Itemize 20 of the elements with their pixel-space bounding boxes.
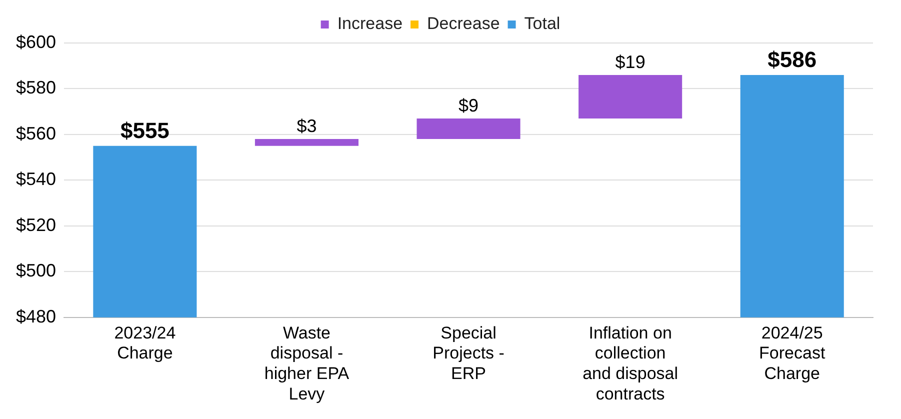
data-label: $9: [458, 95, 479, 116]
y-tick-label: $520: [16, 214, 56, 235]
x-tick-label: 2023/24 Charge: [114, 323, 176, 363]
legend-label: Increase: [337, 14, 403, 34]
x-tick-label: 2024/25 Forecast Charge: [759, 323, 826, 384]
y-tick-label: $560: [16, 123, 56, 144]
data-label: $3: [296, 116, 317, 136]
data-label: $19: [615, 52, 646, 72]
data-label: $555: [120, 118, 170, 143]
y-tick-label: $500: [16, 260, 56, 281]
legend-label: Total: [524, 14, 560, 34]
data-label: $586: [768, 47, 817, 72]
x-tick-label: Waste disposal - higher EPA Levy: [264, 323, 350, 404]
y-tick-label: $540: [16, 169, 56, 190]
x-tick-label: Special Projects - ERP: [432, 323, 504, 384]
y-tick-label: $580: [16, 78, 56, 98]
y-tick-label: $480: [16, 306, 56, 326]
x-tick-label: Inflation on collection and disposal contracts: [582, 323, 678, 404]
legend-label: Decrease: [427, 14, 500, 34]
y-tick-label: $600: [16, 32, 56, 52]
